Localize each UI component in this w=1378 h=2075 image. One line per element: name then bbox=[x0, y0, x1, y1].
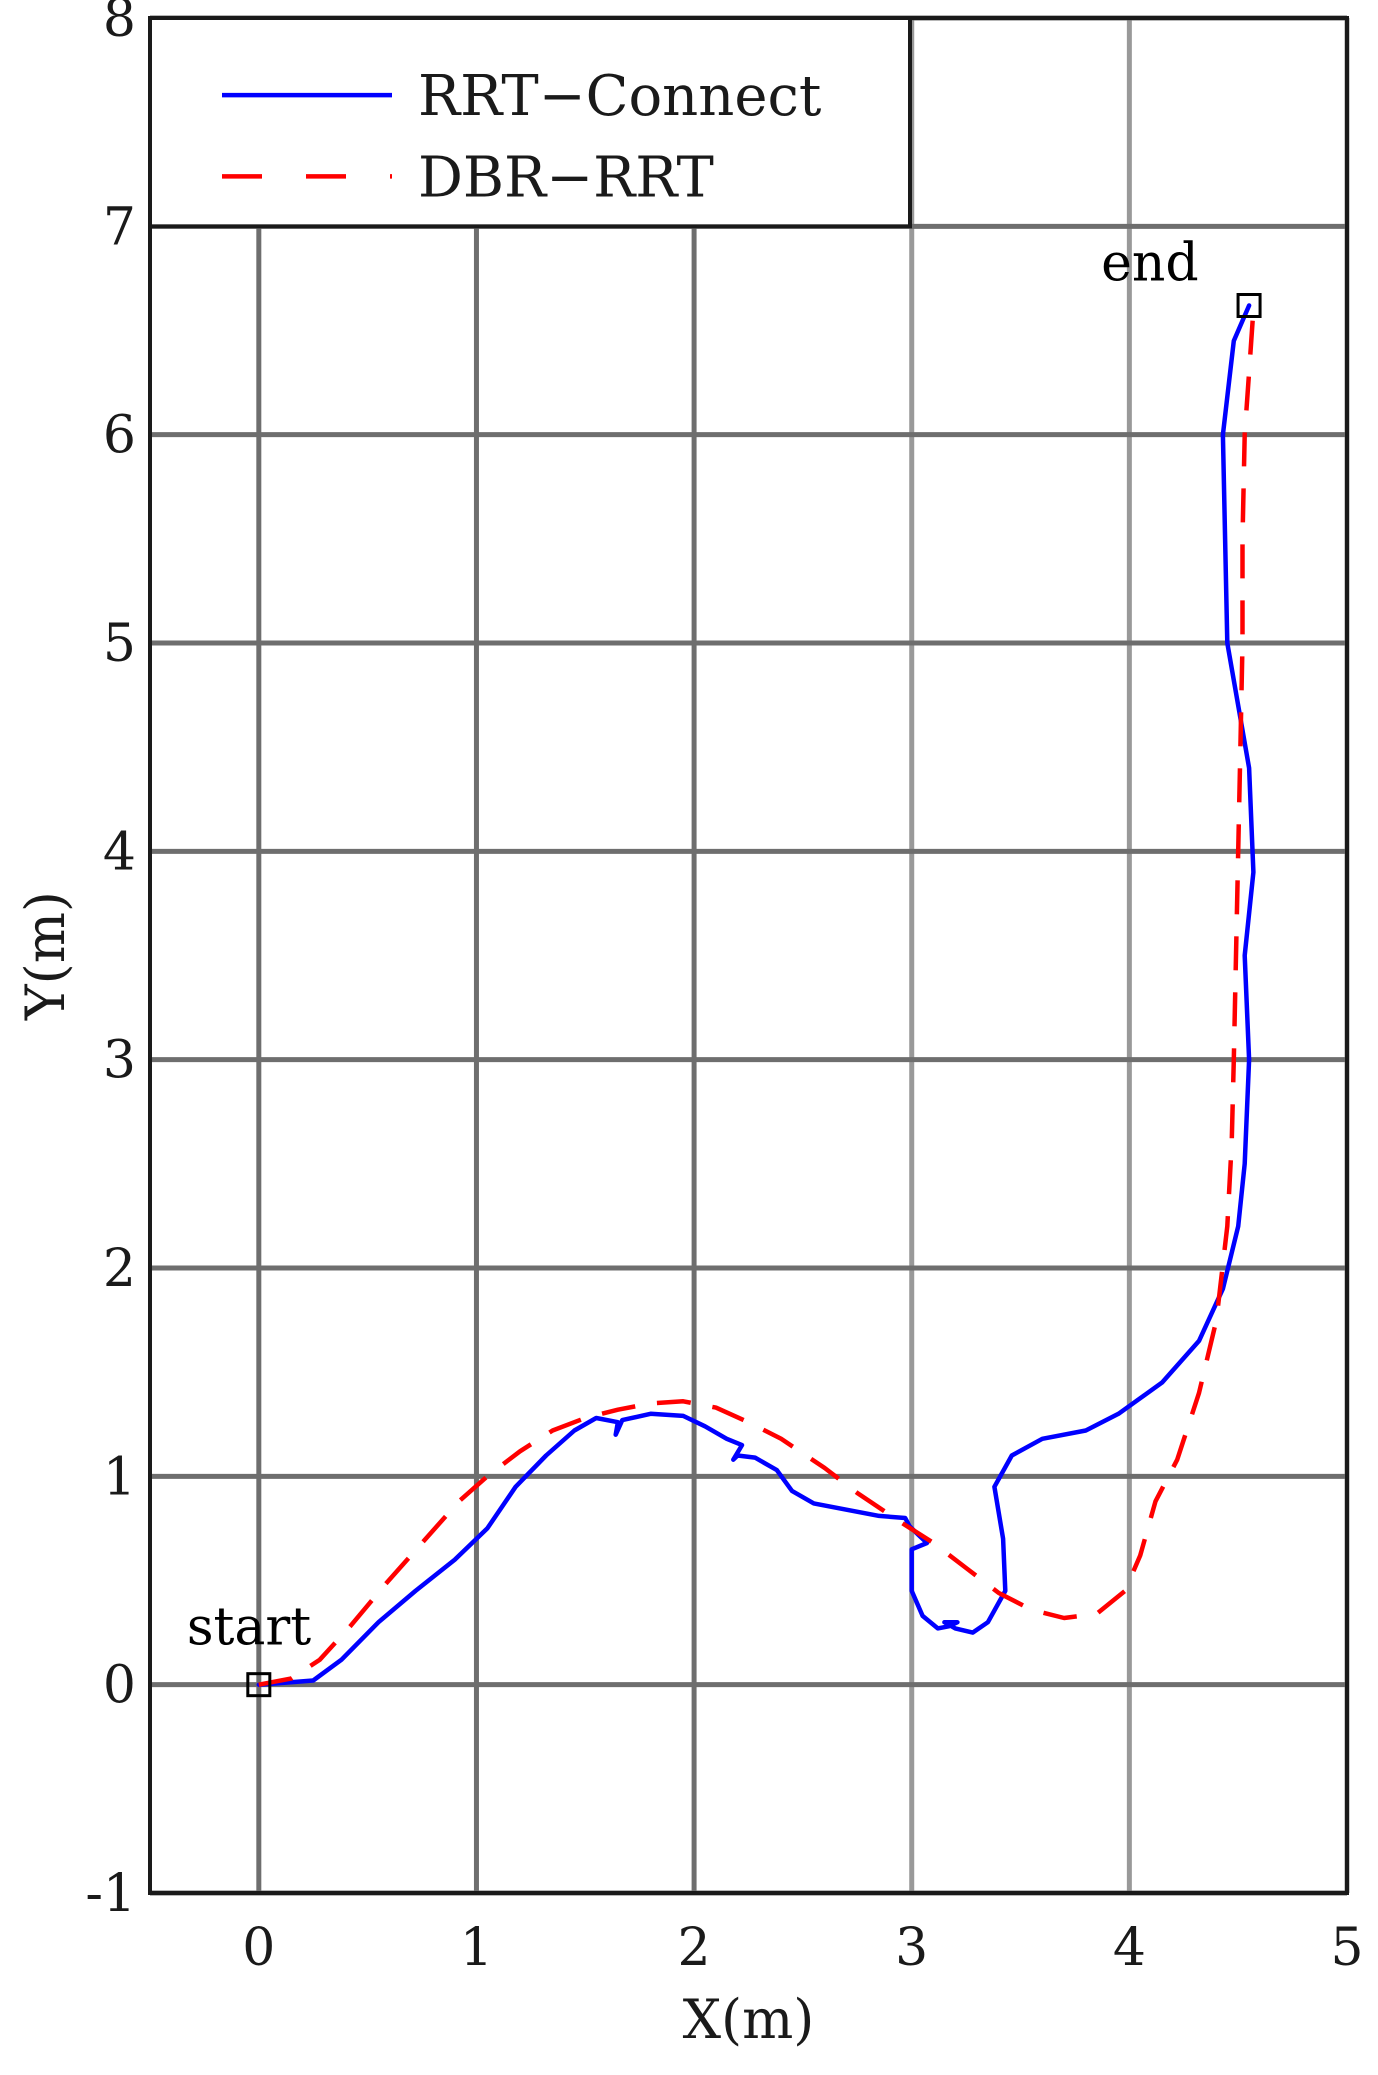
x-tick-label: 3 bbox=[895, 1918, 928, 1978]
y-tick-label: 4 bbox=[103, 822, 136, 882]
x-tick-label: 4 bbox=[1113, 1918, 1146, 1978]
markers-group bbox=[246, 293, 1262, 1698]
series-line-dbr-rrt bbox=[258, 309, 1256, 1687]
end-annotation: end bbox=[1101, 234, 1199, 294]
y-tick-label: 6 bbox=[103, 406, 136, 466]
series-line-rrt-connect bbox=[256, 303, 1256, 1687]
x-tick-label: 5 bbox=[1330, 1918, 1363, 1978]
x-tick-label: 0 bbox=[242, 1918, 275, 1978]
legend-box bbox=[148, 16, 912, 229]
x-tick-label: 1 bbox=[460, 1918, 493, 1978]
start-annotation: start bbox=[187, 1598, 311, 1658]
legend-label-dbr-rrt: DBR−RRT bbox=[418, 145, 714, 210]
y-tick-label: 3 bbox=[103, 1031, 136, 1091]
y-axis-label: Y(m) bbox=[14, 891, 77, 1021]
y-tick-label: 7 bbox=[103, 197, 136, 257]
plot-frame bbox=[148, 16, 1349, 1895]
grid bbox=[150, 15, 1350, 1896]
x-axis-label: X(m) bbox=[683, 1988, 815, 2051]
y-tick-label: 8 bbox=[103, 0, 136, 49]
y-tick-label: -1 bbox=[85, 1864, 136, 1924]
y-tick-label: 2 bbox=[103, 1239, 136, 1299]
start-marker bbox=[246, 1672, 272, 1698]
x-tick-label: 2 bbox=[678, 1918, 711, 1978]
end-marker bbox=[1236, 293, 1262, 318]
y-tick-label: 0 bbox=[103, 1656, 136, 1716]
ticks-group: 0 1 2 3 4 5 -1 0 1 2 3 4 5 6 7 8 bbox=[85, 0, 1363, 1978]
y-tick-label: 1 bbox=[103, 1447, 136, 1507]
y-tick-label: 5 bbox=[103, 614, 136, 674]
legend: RRT−Connect DBR−RRT bbox=[148, 16, 912, 229]
series-group bbox=[256, 303, 1256, 1687]
legend-label-rrt-connect: RRT−Connect bbox=[418, 64, 822, 129]
